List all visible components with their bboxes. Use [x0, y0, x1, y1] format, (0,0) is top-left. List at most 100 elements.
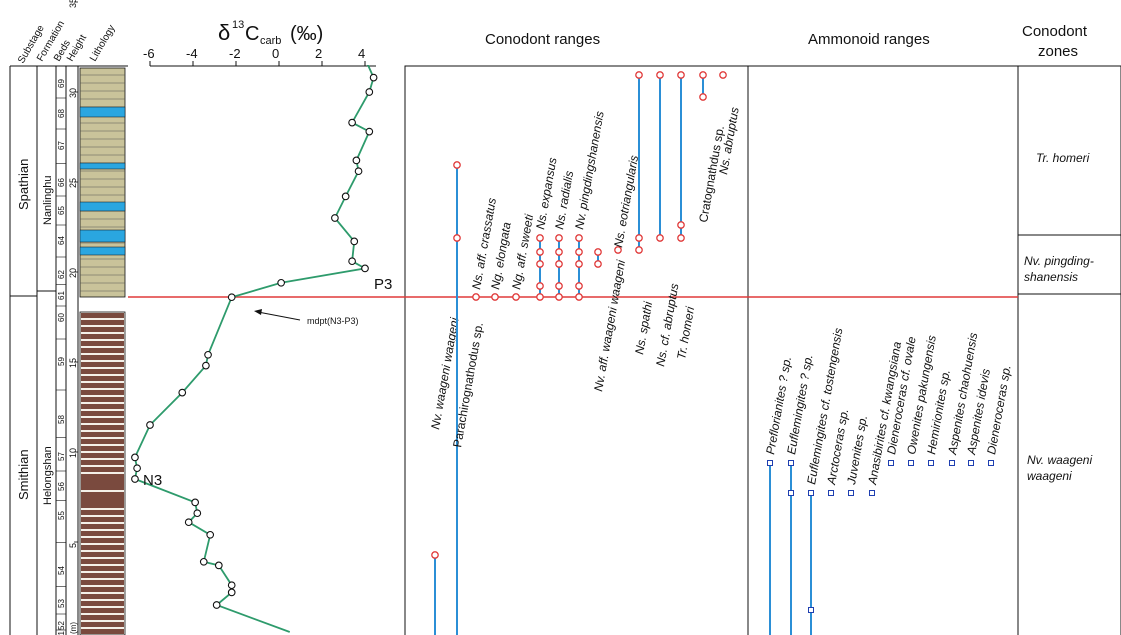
mudstone-layer — [81, 573, 124, 578]
conodont-occurrence — [656, 71, 664, 79]
header-conodont-zones-1: Conodont — [1022, 23, 1088, 40]
x-tick-label: -2 — [229, 46, 241, 61]
conodont-occurrence — [512, 293, 520, 301]
ammonoid-occurrence — [767, 460, 773, 466]
height-tick-label: 15 — [68, 358, 78, 368]
conodont-occurrence — [677, 234, 685, 242]
lithology-column — [79, 67, 126, 635]
mudstone-layer — [81, 376, 124, 381]
mudstone-layer — [81, 341, 124, 346]
d13c-point — [131, 453, 139, 462]
header-conodont-ranges: Conodont ranges — [485, 31, 600, 48]
bed-number-label: 68 — [57, 109, 66, 118]
bed-number-label: 53 — [57, 599, 66, 608]
mudstone-layer — [81, 601, 124, 606]
conodont-occurrence — [635, 71, 643, 79]
dolomite-band — [79, 106, 126, 118]
mudstone-unit — [79, 311, 126, 635]
d13c-point — [193, 509, 202, 518]
substage-labels: Spathian Smithian — [16, 159, 31, 500]
column-headers: Substage Formation Beds Height Lithology — [16, 19, 118, 65]
mudstone-layer — [81, 566, 124, 571]
d13c-point — [365, 127, 374, 136]
conodont-occurrence — [699, 93, 707, 101]
conodont-occurrence — [491, 293, 499, 301]
mudstone-layer — [81, 545, 124, 550]
d13c-point — [355, 2, 362, 9]
conodont-occurrence — [575, 282, 583, 290]
zone-pingding-2: shanensis — [1024, 270, 1078, 284]
mudstone-layer — [81, 492, 124, 508]
ammonoid-occurrence — [928, 460, 934, 466]
dolomite-band — [79, 201, 126, 212]
conodont-occurrence — [594, 248, 602, 256]
zone-waageni-1: Nv. waageni — [1027, 453, 1092, 467]
ammonoid-occurrence — [808, 490, 814, 496]
ammonoid-occurrence — [788, 460, 794, 466]
conodont-occurrence — [555, 282, 563, 290]
mudstone-layer — [81, 397, 124, 402]
d13c-C: C — [245, 23, 259, 45]
height-tick-labels: 35 30 25 20 15 10 5 (m) — [68, 0, 78, 634]
limestone-unit — [79, 67, 126, 298]
conodont-occurrence — [431, 551, 439, 559]
d13c-unit: (‰) — [290, 23, 323, 45]
conodont-occurrence — [594, 260, 602, 268]
mudstone-layer — [81, 411, 124, 416]
bed-number-label: 69 — [57, 79, 66, 88]
bed-number-label: 62 — [57, 270, 66, 279]
d13c-point — [352, 156, 361, 165]
x-tick-label: 0 — [272, 46, 279, 61]
ammonoid-occurrence — [808, 607, 814, 613]
mudstone-layer — [81, 552, 124, 557]
bed-number-label: 60 — [57, 313, 66, 322]
d13c-point — [214, 561, 223, 570]
d13c-point — [341, 192, 350, 201]
bed-number-labels: 69 68 67 66 65 64 62 61 60 59 58 57 56 55 54 53 5251 — [56, 79, 66, 635]
conodont-occurrence — [677, 221, 685, 229]
mudstone-layer — [81, 580, 124, 585]
mudstone-layer — [81, 446, 124, 451]
x-tick-label: 2 — [315, 46, 322, 61]
d13c-point — [365, 88, 374, 96]
mudstone-layer — [81, 439, 124, 444]
bed-number-label: 59 — [57, 357, 66, 366]
d13c-point — [227, 293, 236, 302]
conodont-occurrence — [656, 234, 664, 242]
bed-number-label: 55 — [57, 511, 66, 520]
bed-number-label: 51 — [57, 631, 66, 635]
d13c-point — [131, 475, 139, 483]
bed-number-label: 66 — [57, 178, 66, 187]
bed-number-label: 65 — [57, 206, 66, 215]
height-tick-label: 30 — [68, 88, 78, 98]
d13c-point — [354, 167, 363, 176]
mudstone-layer — [81, 531, 124, 536]
bed-number-label: 57 — [57, 452, 66, 461]
conodont-occurrence — [536, 282, 544, 290]
mudstone-layer — [81, 432, 124, 437]
mudstone-layer — [81, 587, 124, 592]
d13c-point — [361, 264, 369, 273]
bed-number-label: 52 — [57, 621, 66, 630]
label-p3: P3 — [374, 276, 392, 293]
d13c-point — [369, 73, 378, 82]
d13c-point — [178, 388, 187, 397]
zone-homeri: Tr. homeri — [1036, 151, 1090, 165]
mudstone-layer — [81, 334, 124, 339]
d13c-point — [348, 118, 356, 127]
header-ammonoid-ranges: Ammonoid ranges — [808, 31, 930, 48]
height-tick-label: 10 — [68, 448, 78, 458]
x-tick-label: -6 — [143, 46, 155, 61]
conodont-taxon-label: Ns. eotriangularis — [611, 154, 641, 248]
zone-waageni-2: waageni — [1027, 469, 1072, 483]
ammonoid-occurrence — [848, 490, 854, 496]
conodont-occurrence — [614, 246, 622, 254]
conodont-occurrence — [635, 234, 643, 242]
mudstone-layer — [81, 629, 124, 634]
conodont-occurrence — [575, 260, 583, 268]
height-tick-label: 20 — [68, 268, 78, 278]
mdpt-arrow — [254, 309, 301, 321]
d13c-ticks: -6 -4 -2 0 2 4 — [143, 46, 366, 66]
conodont-occurrence — [536, 293, 544, 301]
